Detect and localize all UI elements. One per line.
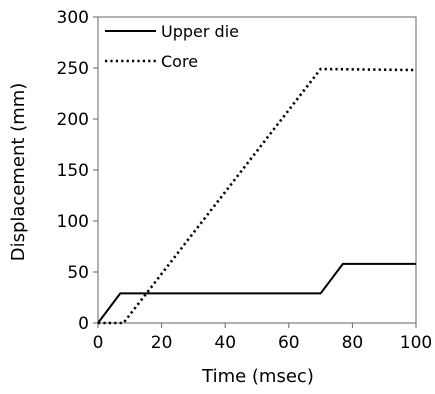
x-tick-label: 0: [93, 333, 104, 353]
y-tick-label: 200: [57, 110, 89, 130]
x-tick-label: 100: [400, 333, 432, 353]
y-tick-label: 300: [57, 8, 89, 28]
series-line-upper-die: [97, 262, 416, 324]
y-tick-label: 100: [57, 212, 89, 232]
y-tick-label: 150: [57, 161, 89, 181]
y-tick-label: 0: [78, 314, 89, 334]
x-tick-label: 20: [151, 333, 173, 353]
y-tick-label: 50: [67, 263, 89, 283]
legend-label: Core: [161, 52, 198, 71]
x-tick-label: 80: [342, 333, 364, 353]
legend-label: Upper die: [161, 22, 239, 41]
x-axis-label: Time (msec): [201, 366, 314, 387]
y-tick-label: 250: [57, 59, 89, 79]
x-tick-label: 40: [214, 333, 236, 353]
series-line-core: [98, 67, 417, 325]
y-axis-label: Displacement (mm): [8, 83, 29, 262]
plot-frame: [97, 16, 417, 324]
x-tick-label: 60: [278, 333, 300, 353]
